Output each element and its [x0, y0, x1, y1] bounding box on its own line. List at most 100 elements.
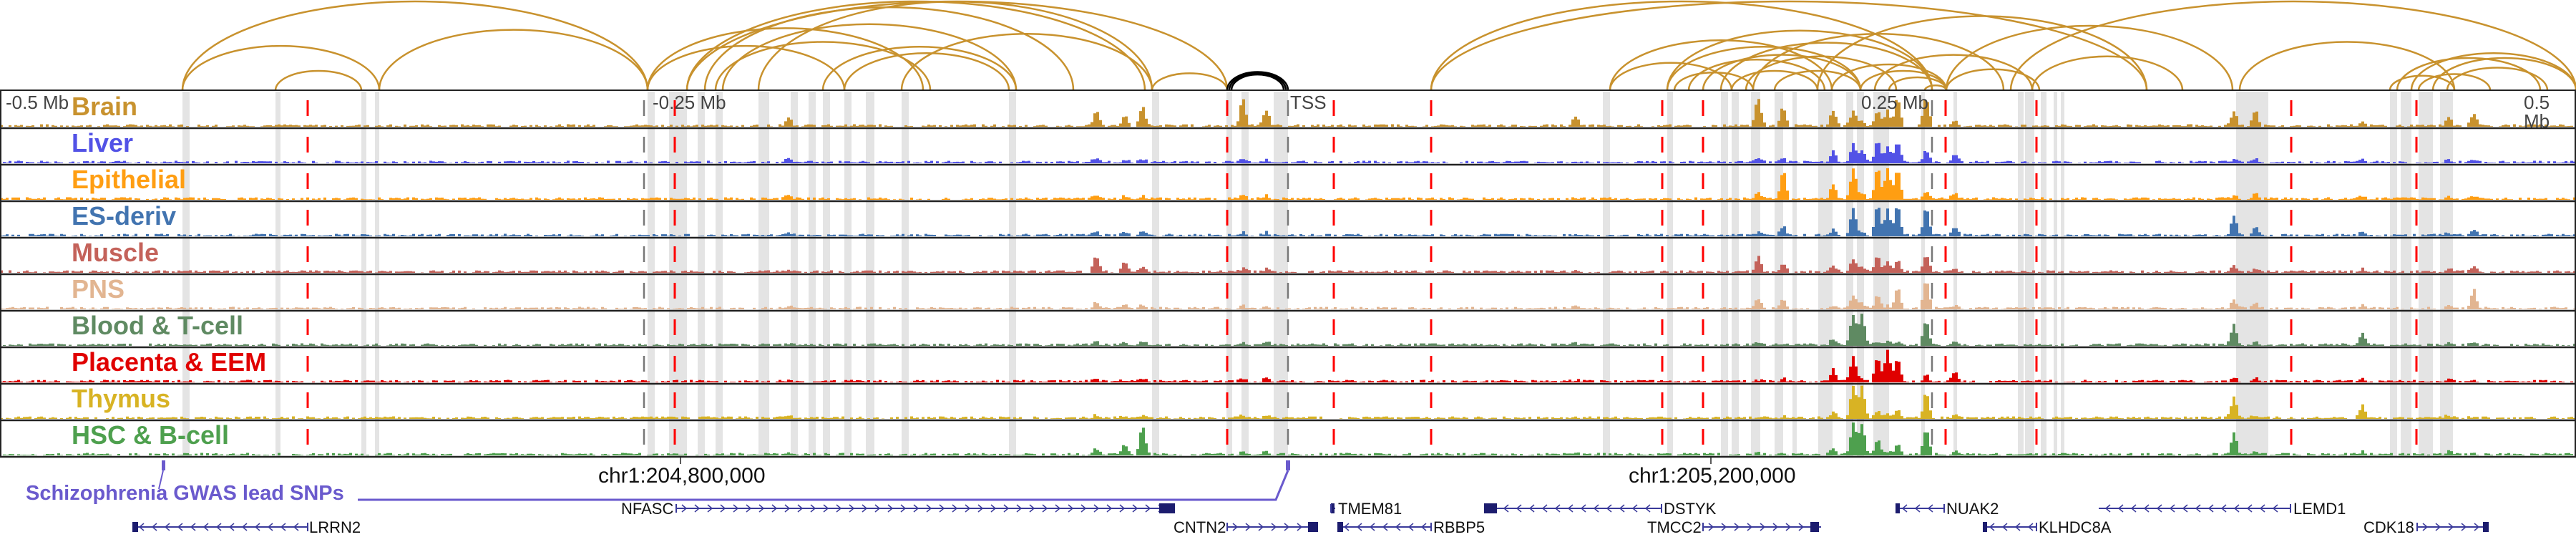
loop-arc	[1888, 76, 1948, 91]
track-label-epithelial[interactable]: Epithelial	[72, 165, 187, 194]
snp-connector	[158, 470, 164, 490]
loop-arc	[2417, 73, 2492, 91]
loop-arc	[181, 0, 649, 91]
gene-label-cntn2[interactable]: CNTN2	[1174, 518, 1226, 536]
gene-label-lrrn2[interactable]: LRRN2	[309, 518, 361, 536]
strand-arrows	[2104, 504, 2278, 513]
track-label-hsc-b-cell[interactable]: HSC & B-cell	[72, 420, 230, 450]
exon	[1484, 503, 1497, 513]
boundary-lines	[306, 92, 2418, 464]
loop-arc	[686, 0, 1146, 91]
signal-bars	[0, 283, 2576, 309]
loop-arc	[2446, 67, 2549, 91]
loop-arc	[843, 52, 1010, 91]
loop-arc	[1873, 54, 2034, 91]
loop-arc	[2431, 57, 2576, 91]
exon	[1308, 522, 1318, 532]
snp-marker	[162, 460, 165, 470]
gene-label-lemd1[interactable]: LEMD1	[2293, 500, 2346, 518]
loop-arc	[1730, 69, 1819, 91]
snp-marker	[1286, 460, 1290, 470]
gene-cntn2	[1226, 522, 1318, 532]
loop-arc	[686, 0, 1229, 91]
gene-label-dstyk[interactable]: DSTYK	[1664, 500, 1717, 518]
gene-label-tmcc2[interactable]: TMCC2	[1647, 518, 1702, 536]
gene-lrrn2	[132, 522, 308, 532]
loop-arc	[2238, 41, 2456, 91]
coordinate-label-1: chr1:204,800,000	[598, 464, 766, 488]
loop-arc	[1687, 59, 1826, 91]
chromatin-loop-arcs	[181, 0, 2576, 91]
track-label-es-deriv[interactable]: ES-deriv	[72, 201, 177, 231]
track-label-liver[interactable]: Liver	[72, 128, 134, 158]
track-label-pns[interactable]: PNS	[72, 274, 125, 304]
coordinate-label-2: chr1:205,200,000	[1629, 464, 1796, 488]
loop-arc	[721, 23, 1018, 91]
signal-bars	[0, 208, 2576, 236]
strand-arrows	[1232, 523, 1316, 531]
loop-arc	[1151, 72, 1229, 91]
loop-arc	[1859, 69, 1948, 91]
loop-arc	[1830, 63, 1948, 91]
exon	[1896, 503, 1900, 513]
loop-arc	[2396, 57, 2542, 91]
signal-bars	[0, 256, 2576, 273]
loop-arc	[2410, 52, 2576, 91]
signal-bars	[3, 142, 2576, 163]
track-label-placenta-eem[interactable]: Placenta & EEM	[72, 347, 267, 377]
signal-bars	[3, 422, 2573, 455]
exon	[2483, 522, 2489, 532]
gene-klhdc8a	[1983, 522, 2037, 532]
gene-label-nfasc[interactable]: NFASC	[621, 500, 674, 518]
exon	[1331, 503, 1335, 513]
signal-track-blood-t-cell	[3, 314, 2576, 346]
loop-arc	[1773, 69, 1862, 91]
exon	[1810, 522, 1819, 532]
signal-bars	[3, 314, 2576, 346]
axis-label-plus-0.5mb: 0.5 Mb	[2524, 92, 2550, 132]
loop-arc	[1609, 39, 1833, 91]
signal-track-pns	[0, 283, 2576, 309]
exon	[1983, 522, 1987, 532]
gene-label-cdk18[interactable]: CDK18	[2363, 518, 2414, 536]
track-label-muscle[interactable]: Muscle	[72, 238, 160, 267]
loop-arc	[1945, 24, 2234, 91]
signal-track-es-deriv	[0, 208, 2576, 236]
signal-track-muscle	[0, 256, 2576, 273]
loop-arc-highlighted	[1230, 73, 1285, 91]
loop-arc	[714, 41, 932, 91]
track-label-blood-t-cell[interactable]: Blood & T-cell	[72, 311, 244, 340]
strand-arrows	[1989, 523, 2034, 531]
gene-label-klhdc8a[interactable]: KLHDC8A	[2039, 518, 2112, 536]
loop-arc	[1923, 84, 1948, 91]
strand-arrows	[681, 504, 1164, 513]
strand-arrows	[1901, 504, 1933, 513]
gwas-track-label[interactable]: Schizophrenia GWAS lead SNPs	[26, 482, 344, 505]
axis-label-plus-0.25mb: 0.25 Mb	[1861, 92, 1928, 113]
gene-nfasc	[675, 503, 1175, 513]
track-label-thymus[interactable]: Thymus	[72, 384, 171, 413]
loop-arc	[1752, 33, 2005, 91]
loop-arc	[378, 29, 649, 91]
loop-arc-highlighted	[1228, 72, 1287, 91]
gene-cdk18	[2416, 522, 2489, 532]
loop-arc	[1430, 0, 1933, 91]
loop-arc	[646, 27, 924, 91]
axis-label-minus-0.5mb: -0.5 Mb	[6, 92, 69, 113]
track-label-brain[interactable]: Brain	[72, 92, 138, 121]
loop-arc	[1666, 29, 1933, 91]
loop-arc	[1816, 15, 2148, 91]
loop-arc	[2031, 55, 2184, 91]
gwas-track	[158, 460, 1290, 501]
loop-arc	[900, 33, 1153, 91]
gene-label-rbbp5[interactable]: RBBP5	[1433, 518, 1485, 536]
strand-arrows	[2422, 523, 2480, 531]
loop-arc	[757, 1, 1153, 91]
gene-label-nuak2[interactable]: NUAK2	[1946, 500, 1999, 518]
gene-label-tmem81[interactable]: TMEM81	[1338, 500, 1402, 518]
loop-arc	[1673, 72, 1755, 91]
signal-track-liver	[3, 142, 2576, 163]
loop-arc	[1745, 55, 1898, 91]
